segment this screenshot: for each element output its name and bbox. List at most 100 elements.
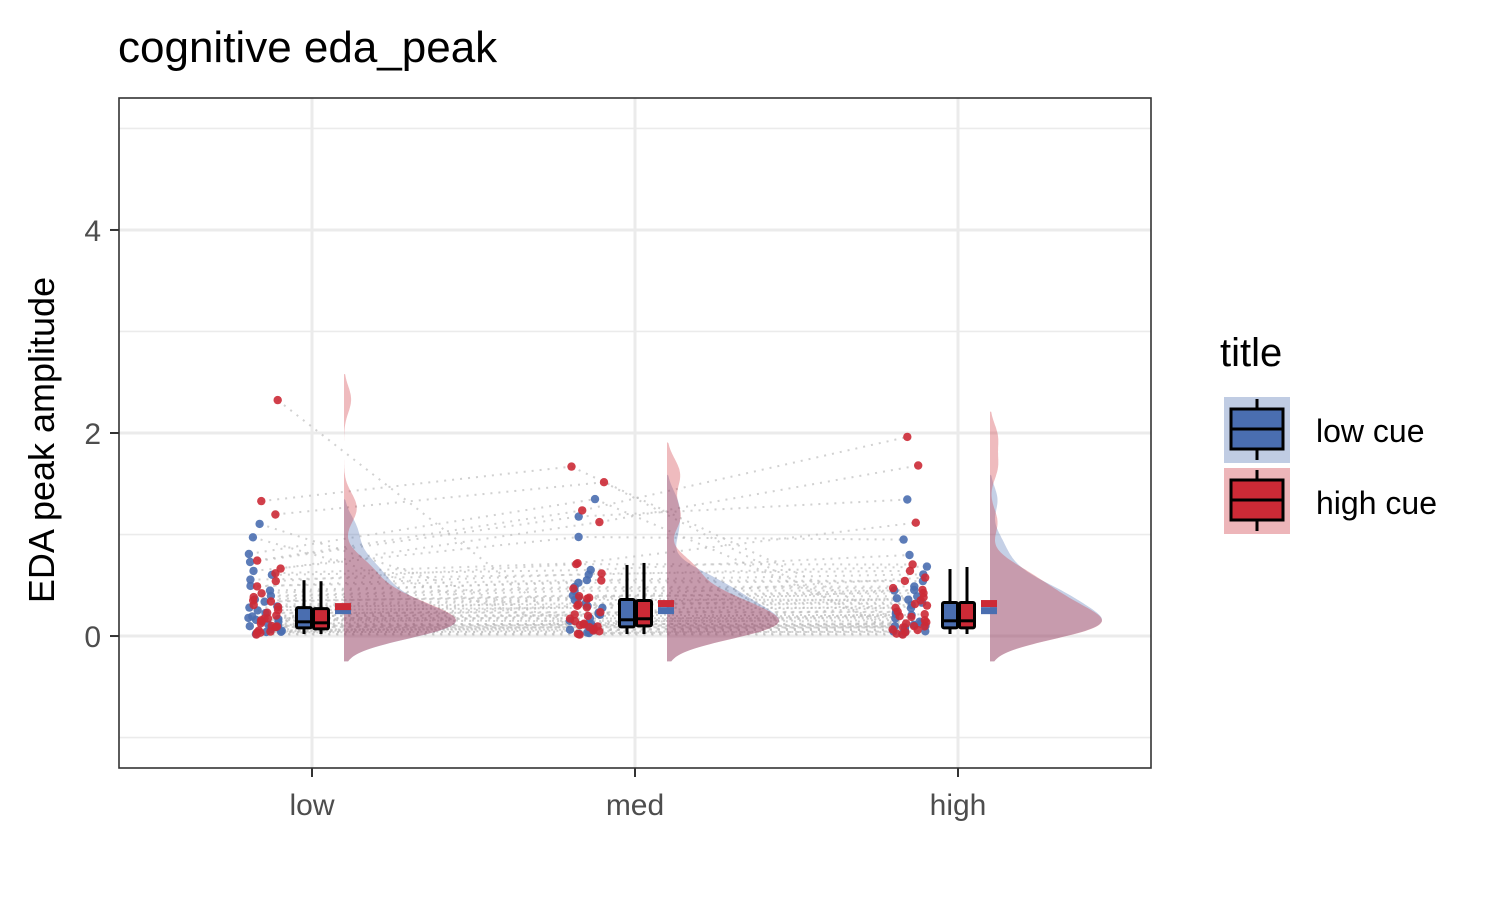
- data-point-high-cue: [919, 593, 928, 602]
- legend-title: title: [1220, 331, 1282, 375]
- paired-line: [587, 630, 894, 634]
- data-point-low-cue: [265, 586, 275, 595]
- data-point-low-cue: [249, 566, 258, 576]
- data-point-high-cue: [891, 603, 900, 612]
- paired-line: [278, 606, 587, 612]
- legend-label-low-cue: low cue: [1316, 413, 1425, 449]
- data-point-high-cue: [582, 603, 592, 612]
- x-axis: low med high: [289, 768, 986, 822]
- data-point-low-cue: [899, 535, 908, 544]
- density-high-cue-low: [344, 374, 456, 662]
- paired-line: [270, 625, 598, 633]
- density-low-cue-high: [990, 474, 1102, 662]
- paired-line: [579, 592, 924, 598]
- mean-marker-low-cue: [658, 607, 674, 615]
- data-point-high-cue: [595, 517, 604, 527]
- data-point-high-cue: [583, 611, 593, 621]
- paired-line: [599, 630, 906, 634]
- data-point-high-cue: [263, 614, 273, 623]
- box: [312, 607, 330, 631]
- paired-line: [250, 573, 589, 581]
- data-point-high-cue: [914, 461, 923, 470]
- data-point-low-cue: [248, 612, 257, 621]
- paired-line: [261, 579, 602, 595]
- data-point-high-cue: [579, 619, 589, 628]
- data-point-high-cue: [920, 610, 929, 619]
- data-point-low-cue: [574, 578, 583, 587]
- paired-line: [260, 622, 584, 626]
- paired-line: [574, 585, 915, 589]
- data-point-high-cue: [900, 576, 910, 586]
- data-point-high-cue: [256, 628, 265, 637]
- rain-points: [244, 395, 932, 639]
- paired-line: [578, 589, 915, 599]
- paired-line: [264, 594, 573, 603]
- data-point-low-cue: [922, 562, 932, 571]
- boxplot-low-cue-high: [941, 569, 959, 634]
- data-point-high-cue: [249, 596, 258, 605]
- data-point-low-cue: [903, 495, 912, 504]
- density-clouds: [344, 374, 1102, 662]
- data-point-high-cue: [257, 496, 266, 506]
- box: [295, 606, 313, 630]
- paired-line: [268, 604, 578, 620]
- paired-line: [266, 625, 594, 633]
- mean-marker-low-cue: [335, 607, 351, 615]
- data-point-high-cue: [909, 622, 919, 631]
- paired-line: [586, 623, 895, 628]
- paired-line: [271, 568, 591, 576]
- paired-line: [590, 553, 910, 571]
- data-point-high-cue: [253, 556, 262, 565]
- paired-line: [599, 464, 919, 524]
- chart-title: cognitive eda_peak: [118, 23, 498, 72]
- mean-markers: [335, 600, 997, 615]
- x-tick-label-high: high: [930, 789, 987, 822]
- data-point-low-cue: [910, 585, 919, 595]
- data-point-high-cue: [271, 510, 280, 519]
- paired-line: [257, 572, 602, 588]
- paired-line: [577, 625, 915, 635]
- data-point-high-cue: [585, 593, 594, 602]
- paired-line: [277, 598, 575, 608]
- data-point-high-cue: [569, 584, 578, 593]
- boxplot-high-cue-high: [958, 567, 976, 634]
- boxplot-low-cue-med: [618, 564, 636, 634]
- data-point-high-cue: [257, 589, 266, 598]
- legend-label-high-cue: high cue: [1316, 485, 1437, 521]
- paired-line: [577, 521, 916, 565]
- legend-key-high-cue: [1224, 468, 1290, 534]
- paired-line: [588, 612, 896, 625]
- y-tick-label: 4: [84, 215, 101, 248]
- data-point-high-cue: [257, 617, 266, 626]
- y-tick-label: 0: [84, 621, 101, 654]
- data-point-low-cue: [590, 494, 600, 504]
- data-point-low-cue: [565, 625, 575, 634]
- box: [635, 599, 653, 628]
- data-point-high-cue: [922, 601, 932, 610]
- density-high-cue-high: [990, 411, 1102, 662]
- data-point-high-cue: [276, 564, 285, 573]
- data-point-high-cue: [273, 602, 283, 612]
- boxplots: [295, 562, 976, 634]
- data-point-high-cue: [252, 582, 262, 591]
- paired-line: [583, 622, 907, 626]
- data-point-high-cue: [273, 395, 282, 405]
- data-point-high-cue: [892, 629, 901, 638]
- data-point-high-cue: [266, 627, 275, 636]
- box: [941, 601, 959, 630]
- data-point-high-cue: [901, 619, 911, 628]
- data-point-high-cue: [575, 592, 584, 601]
- data-point-high-cue: [271, 576, 280, 586]
- data-point-low-cue: [574, 532, 583, 542]
- y-axis: 0 2 4: [84, 215, 119, 654]
- boxplot-low-cue-low: [295, 580, 313, 634]
- data-point-high-cue: [573, 601, 582, 610]
- paired-line: [277, 623, 587, 627]
- data-point-high-cue: [266, 597, 276, 606]
- paired-line: [270, 595, 580, 603]
- y-tick-label: 2: [84, 418, 101, 451]
- data-point-high-cue: [911, 518, 920, 527]
- data-point-high-cue: [922, 618, 931, 627]
- paired-line: [597, 613, 925, 628]
